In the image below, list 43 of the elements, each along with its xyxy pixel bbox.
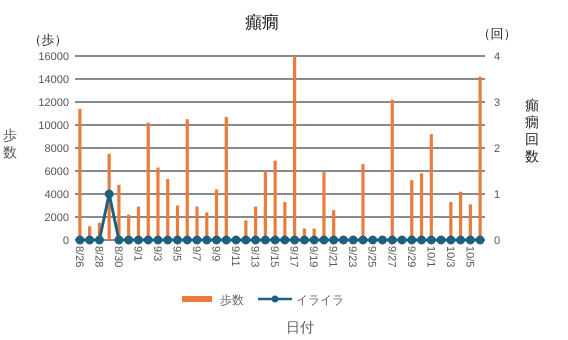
text: （歩） xyxy=(28,32,68,47)
y-tick-label: 12000 xyxy=(38,97,69,109)
x-tick-label: 9/27 xyxy=(385,246,398,268)
y-tick-label: 4000 xyxy=(44,189,69,201)
x-tick-label: 8/28 xyxy=(92,246,104,268)
x-axis-title: 日付 xyxy=(286,319,314,335)
text: （回） xyxy=(478,26,516,41)
x-tick-label: 9/25 xyxy=(366,246,378,268)
y-axis-title: 歩数 xyxy=(3,127,17,160)
x-tick-label: 10/3 xyxy=(444,246,456,268)
y2-tick-label: 3 xyxy=(494,97,500,109)
x-tick-label: 9/29 xyxy=(404,246,417,268)
y-tick-label: 16000 xyxy=(38,51,69,63)
y2-axis-title: 癲癇回数 xyxy=(525,97,539,164)
x-tick-label: 9/13 xyxy=(248,246,261,268)
x-tick-label: 9/17 xyxy=(288,246,300,268)
x-tick-label: 8/30 xyxy=(112,246,124,268)
y-tick-label: 14000 xyxy=(38,74,69,86)
x-tick-label: 9/3 xyxy=(150,246,163,262)
x-tick-label: 9/9 xyxy=(210,246,222,262)
x-tick-label: 9/23 xyxy=(346,246,358,268)
x-tick-label: 9/15 xyxy=(268,246,280,268)
y-tick-label: 10000 xyxy=(38,120,69,132)
chart-title: 癲癇 xyxy=(245,13,279,32)
x-tick-label: 9/7 xyxy=(190,246,202,262)
legend-label: イライラ xyxy=(296,293,344,307)
y-tick-label: 8000 xyxy=(44,143,69,155)
x-tick-label: 9/21 xyxy=(326,246,339,268)
x-tick-label: 9/1 xyxy=(131,246,144,262)
y-tick-label: 2000 xyxy=(44,212,69,224)
x-tick-label: 9/5 xyxy=(170,246,182,262)
x-tick-label: 9/19 xyxy=(307,246,320,268)
x-tick-label: 9/11 xyxy=(229,246,242,267)
y2-tick-label: 1 xyxy=(494,189,500,201)
y2-tick-label: 4 xyxy=(494,51,500,63)
x-tick-label: 10/1 xyxy=(424,246,436,268)
x-tick-label: 8/26 xyxy=(72,246,85,268)
y2-tick-label: 0 xyxy=(494,235,500,247)
x-tick-label: 10/5 xyxy=(463,246,476,268)
legend-label: 歩数 xyxy=(220,293,244,307)
y-tick-label: 0 xyxy=(62,235,69,247)
y2-tick-label: 2 xyxy=(494,143,500,155)
y-tick-label: 6000 xyxy=(44,166,69,178)
